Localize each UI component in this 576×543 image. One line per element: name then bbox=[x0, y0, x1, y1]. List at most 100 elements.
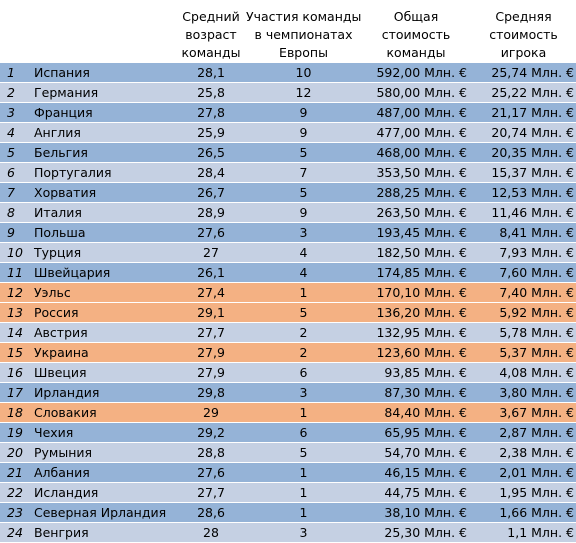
header-total-value-line: команды bbox=[386, 45, 446, 60]
table-row: 16 Швеция 27,9 6 93,85 Млн. €4,08 Млн. € bbox=[0, 362, 576, 383]
table-row: 5 Бельгия 26,5 5 468,00 Млн. €20,35 Млн. € bbox=[0, 142, 576, 163]
cell-avg-age: 29,8 bbox=[176, 382, 246, 403]
header-age-line: Средний bbox=[182, 9, 240, 24]
header-total-value: Общая стоимость команды bbox=[361, 0, 471, 63]
table-body: 1 Испания 28,1 10 592,00 Млн. €25,74 Млн. €2… bbox=[0, 63, 576, 543]
cell-participations: 1 bbox=[246, 502, 361, 523]
cell-total-value: 46,15 Млн. € bbox=[361, 462, 471, 483]
table-row: 4 Англия 25,9 9 477,00 Млн. €20,74 Млн. € bbox=[0, 122, 576, 143]
cell-country: Франция bbox=[30, 102, 176, 123]
cell-avg-player-value: 7,40 Млн. € bbox=[471, 282, 576, 303]
header-country bbox=[30, 0, 176, 63]
cell-country: Словакия bbox=[30, 402, 176, 423]
cell-avg-player-value: 7,60 Млн. € bbox=[471, 262, 576, 283]
cell-avg-player-value: 11,46 Млн. € bbox=[471, 202, 576, 223]
table-row: 23 Северная Ирландия 28,6 1 38,10 Млн. €1,66… bbox=[0, 502, 576, 523]
cell-country: Швеция bbox=[30, 362, 176, 383]
cell-rank: 15 bbox=[0, 342, 30, 363]
cell-participations: 3 bbox=[246, 522, 361, 543]
table-row: 18 Словакия 29 1 84,40 Млн. €3,67 Млн. € bbox=[0, 402, 576, 423]
header-participation-line: Участия команды bbox=[246, 9, 361, 24]
header-participation-line: в чемпионатах bbox=[254, 27, 353, 42]
cell-avg-player-value: 2,38 Млн. € bbox=[471, 442, 576, 463]
cell-rank: 8 bbox=[0, 202, 30, 223]
cell-rank: 18 bbox=[0, 402, 30, 423]
cell-total-value: 288,25 Млн. € bbox=[361, 182, 471, 203]
cell-avg-age: 27,6 bbox=[176, 222, 246, 243]
cell-rank: 16 bbox=[0, 362, 30, 383]
cell-participations: 6 bbox=[246, 362, 361, 383]
cell-participations: 12 bbox=[246, 82, 361, 103]
cell-avg-player-value: 2,01 Млн. € bbox=[471, 462, 576, 483]
table-row: 3 Франция 27,8 9 487,00 Млн. €21,17 Млн. € bbox=[0, 102, 576, 123]
cell-avg-age: 26,1 bbox=[176, 262, 246, 283]
table-row: 14 Австрия 27,7 2 132,95 Млн. €5,78 Млн. € bbox=[0, 322, 576, 343]
cell-country: Ирландия bbox=[30, 382, 176, 403]
cell-avg-age: 27,9 bbox=[176, 342, 246, 363]
cell-participations: 9 bbox=[246, 202, 361, 223]
cell-avg-age: 26,5 bbox=[176, 142, 246, 163]
cell-country: Чехия bbox=[30, 422, 176, 443]
cell-country: Португалия bbox=[30, 162, 176, 183]
cell-rank: 23 bbox=[0, 502, 30, 523]
cell-participations: 5 bbox=[246, 442, 361, 463]
cell-avg-player-value: 2,87 Млн. € bbox=[471, 422, 576, 443]
cell-participations: 1 bbox=[246, 462, 361, 483]
cell-participations: 4 bbox=[246, 262, 361, 283]
cell-total-value: 38,10 Млн. € bbox=[361, 502, 471, 523]
cell-rank: 21 bbox=[0, 462, 30, 483]
cell-participations: 5 bbox=[246, 142, 361, 163]
cell-country: Турция bbox=[30, 242, 176, 263]
cell-avg-age: 28,8 bbox=[176, 442, 246, 463]
header-total-value-line: Общая bbox=[393, 9, 439, 24]
table-row: 24 Венгрия 28 3 25,30 Млн. €1,1 Млн. € bbox=[0, 522, 576, 543]
cell-total-value: 182,50 Млн. € bbox=[361, 242, 471, 263]
header-row: Средний возраст команды Участия команды … bbox=[0, 0, 576, 63]
cell-avg-age: 26,7 bbox=[176, 182, 246, 203]
cell-total-value: 592,00 Млн. € bbox=[361, 63, 471, 83]
table-row: 10 Турция 27 4 182,50 Млн. €7,93 Млн. € bbox=[0, 242, 576, 263]
cell-avg-age: 29 bbox=[176, 402, 246, 423]
cell-avg-age: 28 bbox=[176, 522, 246, 543]
cell-avg-age: 25,8 bbox=[176, 82, 246, 103]
cell-avg-age: 27,8 bbox=[176, 102, 246, 123]
cell-avg-player-value: 4,08 Млн. € bbox=[471, 362, 576, 383]
cell-rank: 7 bbox=[0, 182, 30, 203]
cell-country: Венгрия bbox=[30, 522, 176, 543]
header-avg-value-line: стоимость bbox=[489, 27, 558, 42]
cell-total-value: 132,95 Млн. € bbox=[361, 322, 471, 343]
header-participation: Участия команды в чемпионатах Европы bbox=[246, 0, 361, 63]
cell-avg-age: 27,7 bbox=[176, 322, 246, 343]
cell-rank: 4 bbox=[0, 122, 30, 143]
header-avg-value-line: Средняя bbox=[495, 9, 552, 24]
cell-avg-player-value: 5,78 Млн. € bbox=[471, 322, 576, 343]
cell-total-value: 25,30 Млн. € bbox=[361, 522, 471, 543]
cell-rank: 24 bbox=[0, 522, 30, 543]
table-row: 15 Украина 27,9 2 123,60 Млн. €5,37 Млн. € bbox=[0, 342, 576, 363]
cell-total-value: 87,30 Млн. € bbox=[361, 382, 471, 403]
header-avg-value-line: игрока bbox=[500, 45, 547, 60]
cell-country: Хорватия bbox=[30, 182, 176, 203]
header-age: Средний возраст команды bbox=[176, 0, 246, 63]
header-total-value-line: стоимость bbox=[381, 27, 451, 42]
cell-avg-age: 27,6 bbox=[176, 462, 246, 483]
cell-total-value: 193,45 Млн. € bbox=[361, 222, 471, 243]
cell-rank: 11 bbox=[0, 262, 30, 283]
table-row: 9 Польша 27,6 3 193,45 Млн. €8,41 Млн. € bbox=[0, 222, 576, 243]
cell-country: Италия bbox=[30, 202, 176, 223]
cell-rank: 9 bbox=[0, 222, 30, 243]
header-participation-line: Европы bbox=[279, 45, 328, 60]
cell-country: Швейцария bbox=[30, 262, 176, 283]
cell-avg-player-value: 1,1 Млн. € bbox=[471, 522, 576, 543]
cell-participations: 9 bbox=[246, 102, 361, 123]
header-age-line: команды bbox=[181, 45, 241, 60]
table-row: 17 Ирландия 29,8 3 87,30 Млн. €3,80 Млн. € bbox=[0, 382, 576, 403]
cell-rank: 22 bbox=[0, 482, 30, 503]
cell-country: Албания bbox=[30, 462, 176, 483]
table-row: 1 Испания 28,1 10 592,00 Млн. €25,74 Млн. € bbox=[0, 63, 576, 83]
cell-avg-player-value: 25,74 Млн. € bbox=[471, 63, 576, 83]
cell-avg-age: 28,9 bbox=[176, 202, 246, 223]
cell-avg-player-value: 3,80 Млн. € bbox=[471, 382, 576, 403]
cell-avg-player-value: 7,93 Млн. € bbox=[471, 242, 576, 263]
cell-participations: 1 bbox=[246, 282, 361, 303]
